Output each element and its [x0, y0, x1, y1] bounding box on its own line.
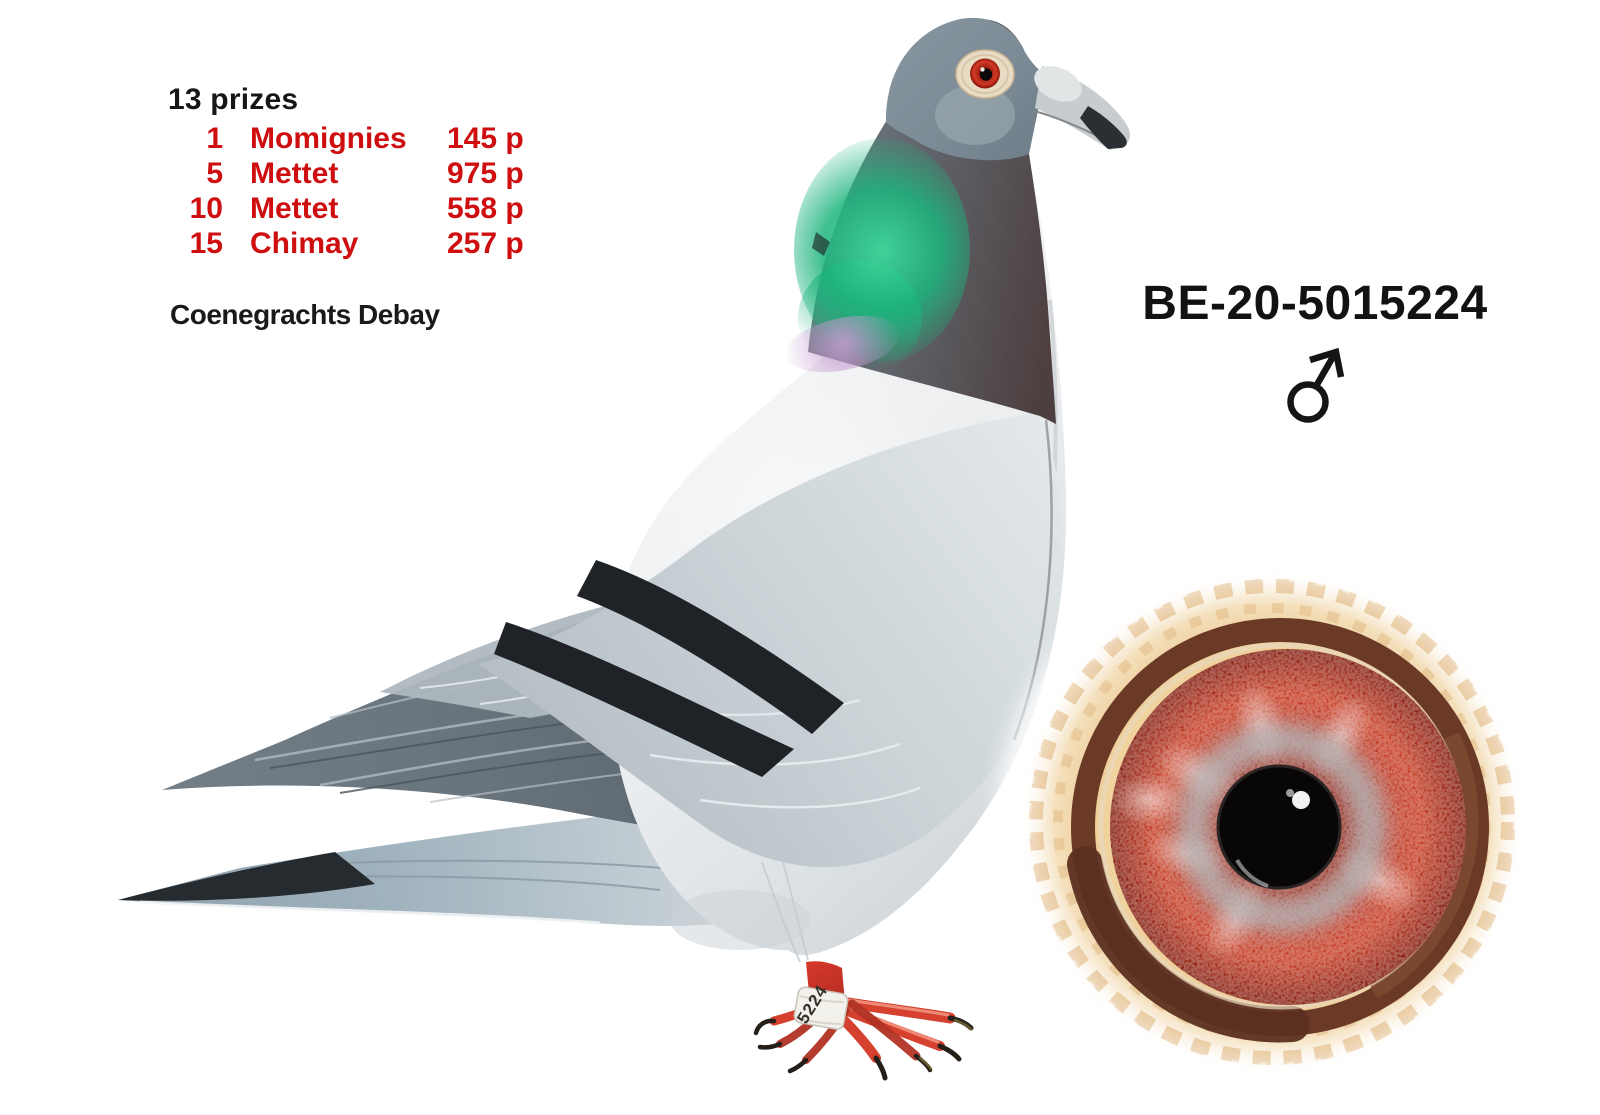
prizes-title: 13 prizes: [168, 83, 299, 116]
prize-points: 257 p: [447, 227, 524, 260]
prize-row: 1 Momignies 145 p: [168, 121, 524, 156]
pigeon-wing-shield: [478, 412, 1063, 868]
pigeon-eye: [955, 49, 1015, 99]
prize-table: 1 Momignies 145 p 5 Mettet 975 p 10 Mett…: [168, 121, 524, 261]
prize-race: Mettet: [250, 157, 339, 190]
pigeon-beak: [1034, 66, 1131, 150]
prize-race: Chimay: [250, 227, 359, 260]
prize-rank: 5: [206, 157, 223, 190]
leg-ring-band: 5224: [793, 982, 849, 1030]
eye-closeup: [997, 547, 1547, 1097]
tail-dark-tip: [118, 852, 375, 901]
wing-bars: [494, 560, 844, 777]
prize-rank: 1: [206, 122, 223, 155]
prize-rank: 15: [189, 227, 223, 260]
claws: [753, 1015, 974, 1081]
pigeon-head: [885, 17, 1131, 161]
prize-points: 558 p: [447, 192, 524, 225]
ring-number: BE-20-5015224: [1142, 277, 1488, 330]
prize-points: 145 p: [447, 122, 524, 155]
breeder-name: Coenegrachts Debay: [170, 299, 440, 330]
prize-race: Mettet: [250, 192, 339, 225]
male-symbol-icon: [1287, 347, 1345, 423]
prize-row: 15 Chimay 257 p: [168, 226, 524, 261]
pupil-highlight: [1292, 791, 1310, 809]
neck-purple-sheen: [786, 315, 900, 373]
prize-row: 10 Mettet 558 p: [168, 191, 524, 226]
prize-row: 5 Mettet 975 p: [168, 156, 524, 191]
pigeon-photo: 5224: [118, 17, 1131, 1081]
pigeon-legs: 5224: [753, 961, 974, 1081]
beak-cere: [1034, 66, 1082, 102]
pigeon-neck: [786, 19, 1056, 424]
prize-rank: 10: [189, 192, 223, 225]
beak-dark-tip: [1080, 106, 1127, 149]
prize-race: Momignies: [250, 122, 407, 155]
pupil: [1218, 766, 1340, 888]
prizes-section: 13 prizes 1 Momignies 145 p 5 Mettet 975…: [168, 82, 524, 261]
prize-points: 975 p: [447, 157, 524, 190]
